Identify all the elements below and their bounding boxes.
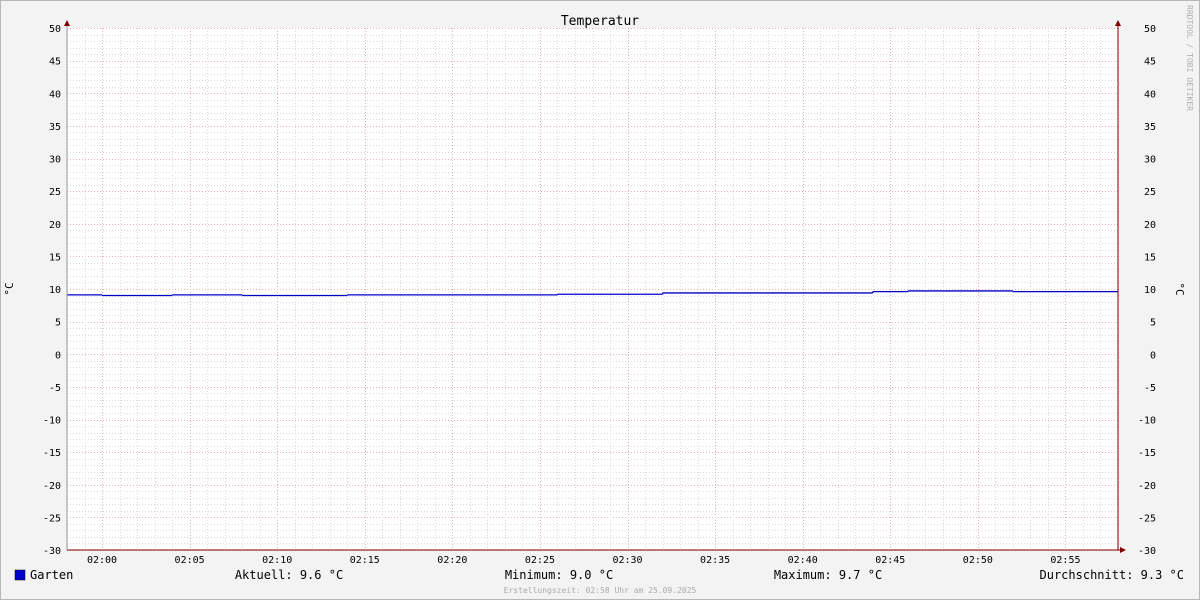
- y-tick-label-left: -20: [43, 481, 61, 492]
- y-axis-label-left: °C: [3, 282, 16, 295]
- chart-title: Temperatur: [561, 14, 639, 29]
- legend-minimum: Minimum: 9.0 °C: [505, 568, 613, 582]
- y-tick-label-left: -15: [43, 448, 61, 459]
- y-tick-label-left: -30: [43, 546, 61, 557]
- y-tick-label-right: 0: [1150, 350, 1156, 361]
- legend-maximum: Maximum: 9.7 °C: [774, 568, 882, 582]
- x-tick-label: 02:00: [87, 555, 117, 566]
- y-tick-label-right: -30: [1138, 546, 1156, 557]
- y-tick-label-right: 45: [1144, 57, 1156, 68]
- x-tick-label: 02:55: [1050, 555, 1080, 566]
- y-tick-label-right: -5: [1144, 383, 1156, 394]
- y-tick-label-right: 30: [1144, 155, 1156, 166]
- y-axis-label-right: °C: [1173, 282, 1186, 295]
- y-tick-label-left: 50: [49, 24, 61, 35]
- y-tick-label-left: 45: [49, 57, 61, 68]
- x-tick-label: 02:15: [350, 555, 380, 566]
- y-tick-label-right: 25: [1144, 187, 1156, 198]
- x-tick-label: 02:40: [788, 555, 818, 566]
- y-tick-label-right: 40: [1144, 89, 1156, 100]
- legend-average: Durchschnitt: 9.3 °C: [1040, 568, 1185, 582]
- y-tick-label-left: 10: [49, 285, 61, 296]
- y-tick-label-right: 10: [1144, 285, 1156, 296]
- legend-current: Aktuell: 9.6 °C: [235, 568, 343, 582]
- legend-name: Garten: [30, 568, 73, 582]
- x-tick-label: 02:45: [875, 555, 905, 566]
- y-tick-label-left: 40: [49, 89, 61, 100]
- x-tick-label: 02:05: [175, 555, 205, 566]
- x-tick-label: 02:20: [437, 555, 467, 566]
- y-tick-label-left: 5: [55, 318, 61, 329]
- y-tick-label-left: 20: [49, 220, 61, 231]
- y-tick-label-right: -15: [1138, 448, 1156, 459]
- legend-swatch: [14, 569, 26, 581]
- y-tick-label-right: 5: [1150, 318, 1156, 329]
- y-tick-label-right: 35: [1144, 122, 1156, 133]
- y-tick-label-right: 50: [1144, 24, 1156, 35]
- watermark: RRDTOOL / TOBI OETIKER: [1185, 5, 1194, 111]
- x-tick-label: 02:10: [262, 555, 292, 566]
- footer-timestamp: Erstellungszeit: 02:58 Uhr am 25.09.2025: [504, 586, 697, 595]
- y-tick-label-left: 30: [49, 155, 61, 166]
- x-tick-label: 02:35: [700, 555, 730, 566]
- x-tick-label: 02:25: [525, 555, 555, 566]
- y-tick-label-right: 15: [1144, 252, 1156, 263]
- y-tick-label-left: 15: [49, 252, 61, 263]
- x-tick-label: 02:50: [963, 555, 993, 566]
- y-tick-label-left: -5: [49, 383, 61, 394]
- left-axis-arrow-icon: [64, 20, 70, 26]
- right-axis-arrow-icon: [1115, 20, 1121, 26]
- y-tick-label-left: 35: [49, 122, 61, 133]
- y-tick-label-left: 25: [49, 187, 61, 198]
- y-tick-label-left: -10: [43, 416, 61, 427]
- y-tick-label-right: -10: [1138, 416, 1156, 427]
- y-tick-label-right: -25: [1138, 513, 1156, 524]
- y-tick-label-left: 0: [55, 350, 61, 361]
- x-tick-label: 02:30: [612, 555, 642, 566]
- y-tick-label-right: -20: [1138, 481, 1156, 492]
- y-tick-label-left: -25: [43, 513, 61, 524]
- y-tick-label-right: 20: [1144, 220, 1156, 231]
- series-lines: [67, 290, 1118, 297]
- x-axis-arrow-icon: [1120, 547, 1126, 553]
- grid: [67, 28, 1119, 551]
